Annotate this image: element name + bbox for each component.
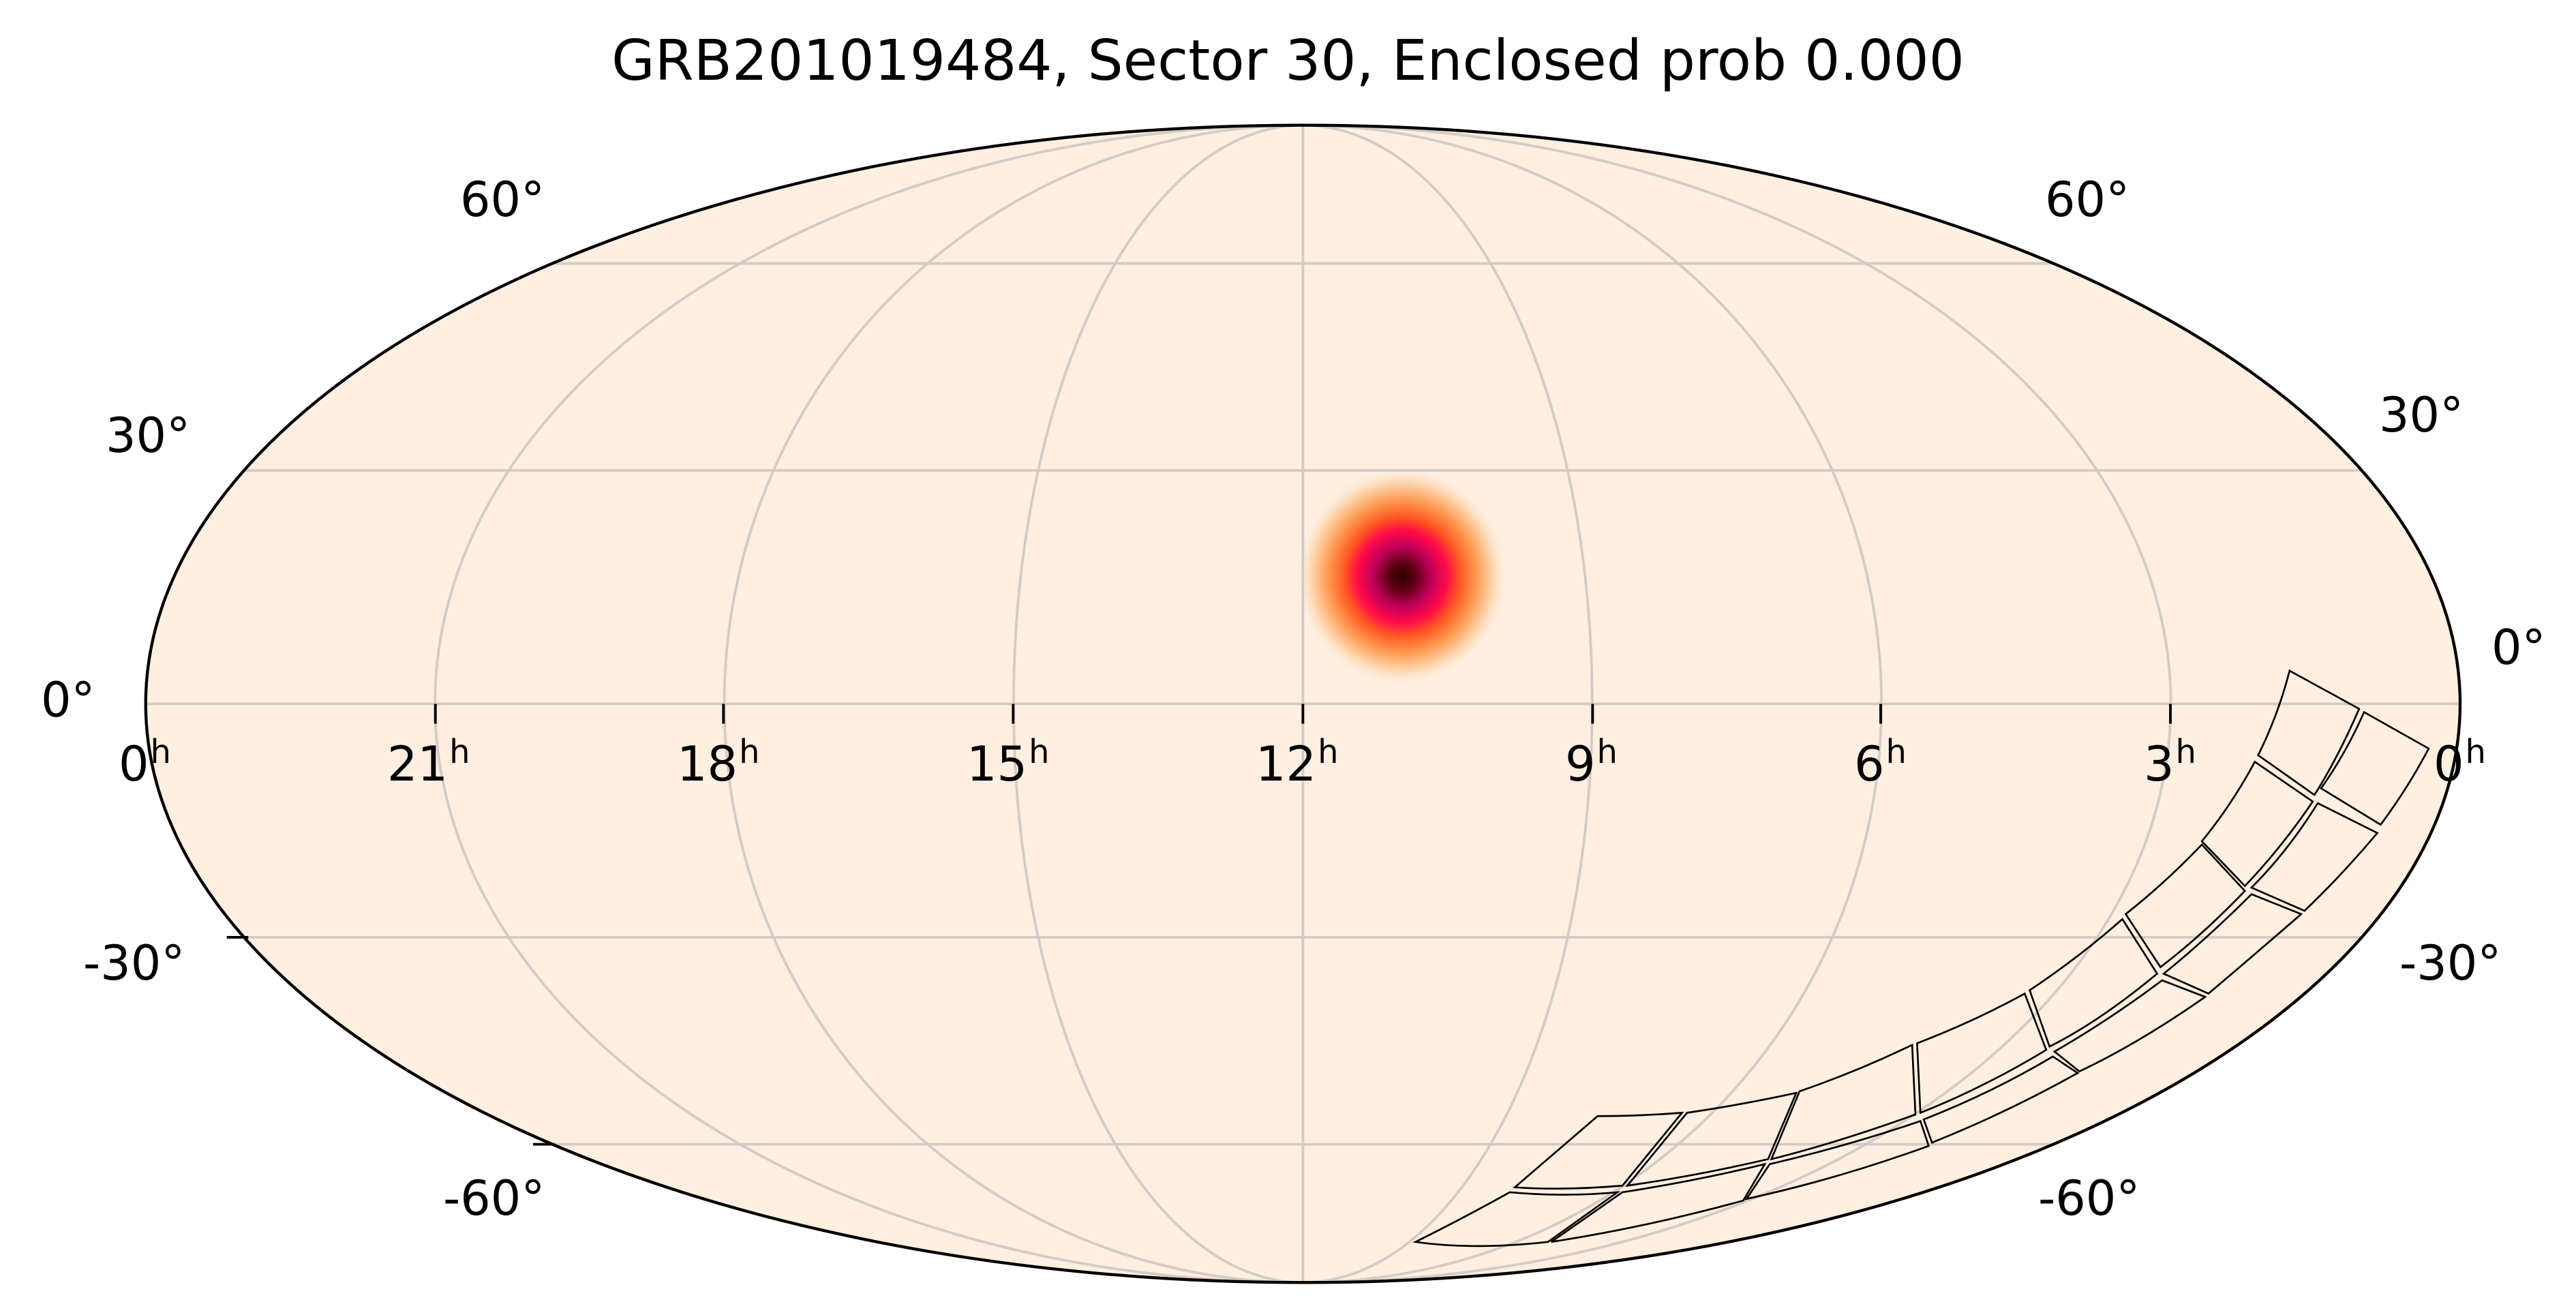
dec-label-left-minus60: -60°: [443, 1170, 545, 1226]
ra-label-15h: 15h: [967, 733, 1050, 792]
ra-label-0h-right: 0h: [2434, 733, 2486, 792]
camera-4-ccd-c: [1550, 1162, 1767, 1243]
camera-4-ccd-a: [1625, 1091, 1798, 1188]
camera-3-ccd-d: [1744, 1119, 1930, 1200]
camera-3-ccd-a: [1916, 992, 2048, 1115]
ra-label-21h: 21h: [387, 733, 470, 792]
dec-label-right-30: 30°: [2379, 387, 2464, 443]
dec-label-left-0: 0°: [41, 672, 95, 728]
camera-1-ccd-a: [2256, 669, 2361, 796]
dec-label-right-minus60: -60°: [2038, 1170, 2140, 1226]
tess-footprint: [1412, 669, 2430, 1248]
chart-title: GRB201019484, Sector 30, Enclosed prob 0…: [611, 29, 1965, 93]
dec-label-right-minus30: -30°: [2399, 935, 2502, 991]
tick-marks: [226, 704, 2172, 1146]
dec-label-left-60: 60°: [460, 172, 545, 228]
dec-label-right-0: 0°: [2491, 620, 2546, 676]
camera-2-ccd-a: [2124, 843, 2247, 969]
ra-label-0h-left: 0h: [119, 733, 171, 792]
ra-label-9h: 9h: [1565, 733, 1618, 792]
ra-label-6h: 6h: [1854, 733, 1907, 792]
ra-label-12h: 12h: [1256, 733, 1339, 792]
camera-2-ccd-c: [2028, 918, 2159, 1048]
camera-2-ccd-b: [2162, 893, 2303, 995]
dec-label-left-30: 30°: [106, 408, 191, 464]
camera-1-ccd-c: [2200, 760, 2314, 888]
camera-1-ccd-b: [2320, 710, 2430, 826]
camera-4-ccd-b: [1512, 1111, 1684, 1190]
camera-2-ccd-d: [2052, 979, 2207, 1073]
ra-label-3h: 3h: [2144, 733, 2196, 792]
ra-label-18h: 18h: [677, 733, 760, 792]
camera-3-ccd-b: [1922, 1055, 2080, 1144]
sky-border: [144, 123, 2462, 1284]
camera-1-ccd-d: [2249, 802, 2379, 912]
dec-label-left-minus30: -30°: [83, 935, 185, 991]
probability-peak: [1296, 467, 1509, 686]
camera-4-ccd-d: [1412, 1191, 1621, 1248]
dec-label-right-60: 60°: [2045, 172, 2130, 228]
camera-3-ccd-c: [1770, 1043, 1917, 1161]
